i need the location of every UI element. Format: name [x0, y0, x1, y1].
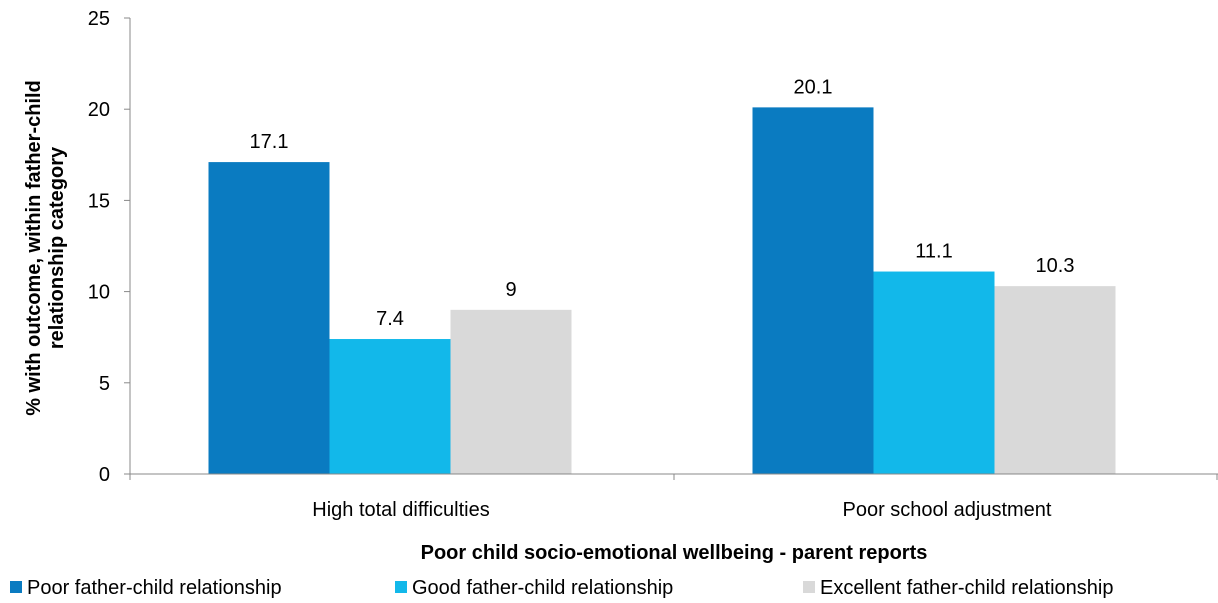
bar [329, 339, 451, 474]
x-axis-title: Poor child socio-emotional wellbeing - p… [421, 542, 928, 564]
x-axis-categories: High total difficulties Poor school adjus… [312, 499, 1052, 521]
y-tick-label: 25 [88, 8, 110, 30]
legend-item: Excellent father-child relationship [803, 577, 1114, 599]
legend: Poor father-child relationship Good fathe… [10, 577, 1114, 599]
bar [208, 162, 330, 474]
data-label: 11.1 [915, 241, 952, 263]
data-label: 10.3 [1036, 255, 1075, 277]
bar [994, 286, 1116, 474]
y-tick-label: 20 [88, 99, 110, 121]
legend-item: Good father-child relationship [395, 577, 673, 599]
legend-label: Excellent father-child relationship [820, 577, 1114, 599]
y-tick-label: 15 [88, 190, 110, 212]
legend-item: Poor father-child relationship [10, 577, 282, 599]
bar [873, 271, 995, 474]
data-label: 17.1 [250, 131, 289, 153]
legend-swatch [395, 581, 407, 593]
legend-label: Good father-child relationship [412, 577, 673, 599]
bar [450, 309, 572, 474]
y-tick-label: 10 [88, 282, 110, 304]
y-axis-title-line-2: relationship category [46, 146, 68, 349]
legend-swatch [10, 581, 22, 593]
y-axis-title-line-1: % with outcome, within father-child [23, 80, 45, 416]
y-tick-label: 5 [99, 373, 110, 395]
x-category-label: High total difficulties [312, 499, 490, 521]
y-axis-ticks: 0 5 10 15 20 25 [88, 8, 130, 486]
data-label: 9 [505, 279, 516, 301]
legend-label: Poor father-child relationship [27, 577, 282, 599]
bars [208, 107, 1116, 474]
x-category-label: Poor school adjustment [842, 499, 1051, 521]
legend-swatch [803, 581, 815, 593]
data-label: 7.4 [376, 308, 404, 330]
axes [129, 18, 1218, 480]
data-label: 20.1 [794, 76, 833, 98]
data-labels: 17.1 7.4 9 20.1 11.1 10.3 [250, 76, 1075, 330]
y-axis-title: % with outcome, within father-child rela… [23, 80, 68, 416]
bar [752, 107, 874, 474]
y-tick-label: 0 [99, 464, 110, 486]
